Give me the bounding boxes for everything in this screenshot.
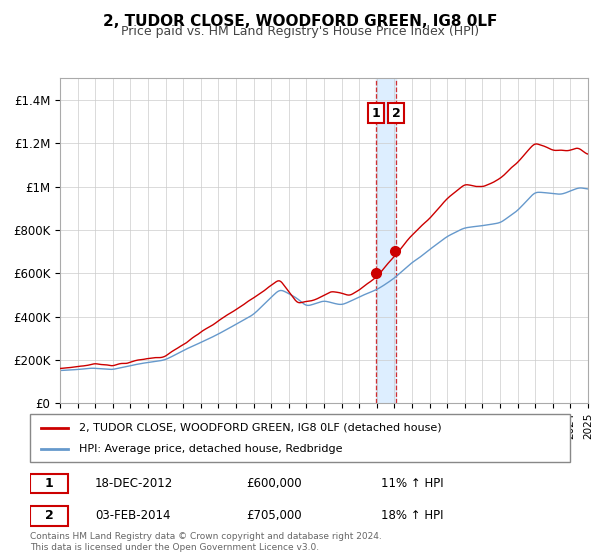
Text: This data is licensed under the Open Government Licence v3.0.: This data is licensed under the Open Gov… (30, 543, 319, 552)
Text: 1: 1 (372, 106, 380, 119)
Text: 2, TUDOR CLOSE, WOODFORD GREEN, IG8 0LF: 2, TUDOR CLOSE, WOODFORD GREEN, IG8 0LF (103, 14, 497, 29)
FancyBboxPatch shape (30, 474, 68, 493)
Text: Contains HM Land Registry data © Crown copyright and database right 2024.: Contains HM Land Registry data © Crown c… (30, 532, 382, 541)
FancyBboxPatch shape (30, 506, 68, 525)
Text: 1: 1 (44, 477, 53, 490)
Text: 2: 2 (392, 106, 400, 119)
Text: £705,000: £705,000 (246, 510, 302, 522)
Text: 18% ↑ HPI: 18% ↑ HPI (381, 510, 443, 522)
Text: 03-FEB-2014: 03-FEB-2014 (95, 510, 170, 522)
Text: 2, TUDOR CLOSE, WOODFORD GREEN, IG8 0LF (detached house): 2, TUDOR CLOSE, WOODFORD GREEN, IG8 0LF … (79, 423, 441, 433)
FancyBboxPatch shape (30, 414, 570, 462)
Text: HPI: Average price, detached house, Redbridge: HPI: Average price, detached house, Redb… (79, 444, 342, 454)
Text: 11% ↑ HPI: 11% ↑ HPI (381, 477, 443, 490)
Text: 18-DEC-2012: 18-DEC-2012 (95, 477, 173, 490)
Text: 2: 2 (44, 510, 53, 522)
Text: Price paid vs. HM Land Registry's House Price Index (HPI): Price paid vs. HM Land Registry's House … (121, 25, 479, 38)
Bar (376, 78, 396, 403)
Text: £600,000: £600,000 (246, 477, 302, 490)
